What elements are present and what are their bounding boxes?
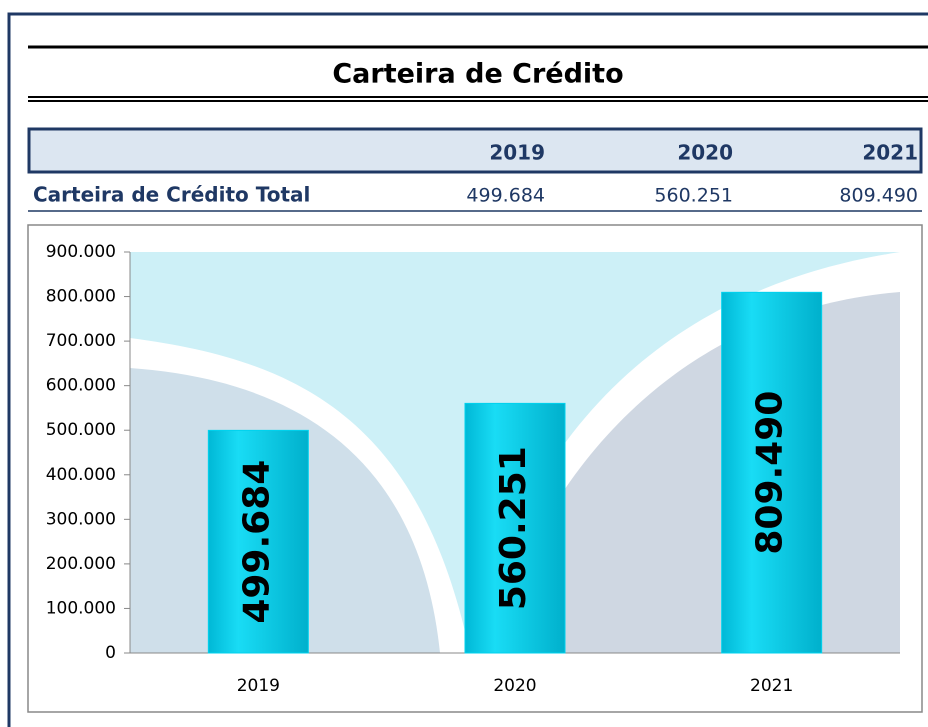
x-tick-label: 2020: [493, 676, 536, 696]
column-header: 2021: [862, 141, 918, 165]
y-tick-label: 0: [105, 643, 116, 663]
cell: 560.251: [654, 185, 733, 207]
title: Carteira de Crédito: [332, 59, 623, 90]
y-tick-label: 400.000: [46, 465, 116, 485]
table-header: [29, 129, 921, 172]
x-tick-label: 2019: [237, 676, 280, 696]
page: Carteira de Crédito 2019 2020 2021 Carte…: [0, 0, 928, 727]
y-tick-label: 600.000: [46, 376, 116, 396]
x-tick-label: 2021: [750, 676, 793, 696]
screen: Carteira de Crédito 2019 2020 2021 Carte…: [0, 0, 928, 727]
column-header: 2019: [489, 141, 545, 165]
y-tick-label: 700.000: [46, 331, 116, 351]
column-header: 2020: [677, 141, 733, 165]
y-tick-label: 800.000: [46, 287, 116, 307]
y-tick-label: 200.000: [46, 554, 116, 574]
cell: 499.684: [466, 185, 545, 207]
data-label: 560.251: [493, 446, 534, 610]
cell: 809.490: [839, 185, 918, 207]
row-label: Carteira de Crédito Total: [33, 183, 310, 207]
y-tick-label: 100.000: [46, 598, 116, 618]
y-tick-label: 500.000: [46, 420, 116, 440]
y-tick-label: 300.000: [46, 509, 116, 529]
y-tick-label: 900.000: [46, 242, 116, 262]
data-label: 809.490: [750, 391, 791, 555]
data-label: 499.684: [236, 460, 277, 624]
